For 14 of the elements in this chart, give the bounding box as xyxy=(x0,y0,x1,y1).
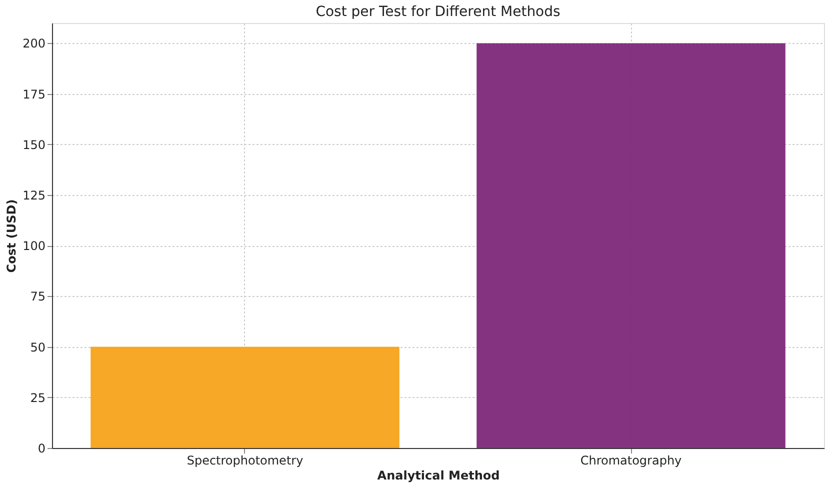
x-tick-label: Chromatography xyxy=(580,454,682,468)
y-tick-label: 75 xyxy=(30,290,46,304)
x-tick-label: Spectrophotometry xyxy=(186,454,304,468)
y-axis-title: Cost (USD) xyxy=(4,199,19,273)
y-tick-label: 25 xyxy=(30,390,46,405)
chart-title: Cost per Test for Different Methods xyxy=(316,4,560,20)
y-tick-label: 50 xyxy=(30,340,46,354)
y-tick-label: 200 xyxy=(22,36,46,51)
y-tick-label: 0 xyxy=(38,442,46,456)
x-axis-title: Analytical Method xyxy=(377,468,500,482)
y-tick-label: 175 xyxy=(22,87,46,102)
y-tick-label: 150 xyxy=(22,138,46,152)
y-tick-label: 100 xyxy=(22,239,46,254)
y-tick-label: 125 xyxy=(22,188,46,203)
